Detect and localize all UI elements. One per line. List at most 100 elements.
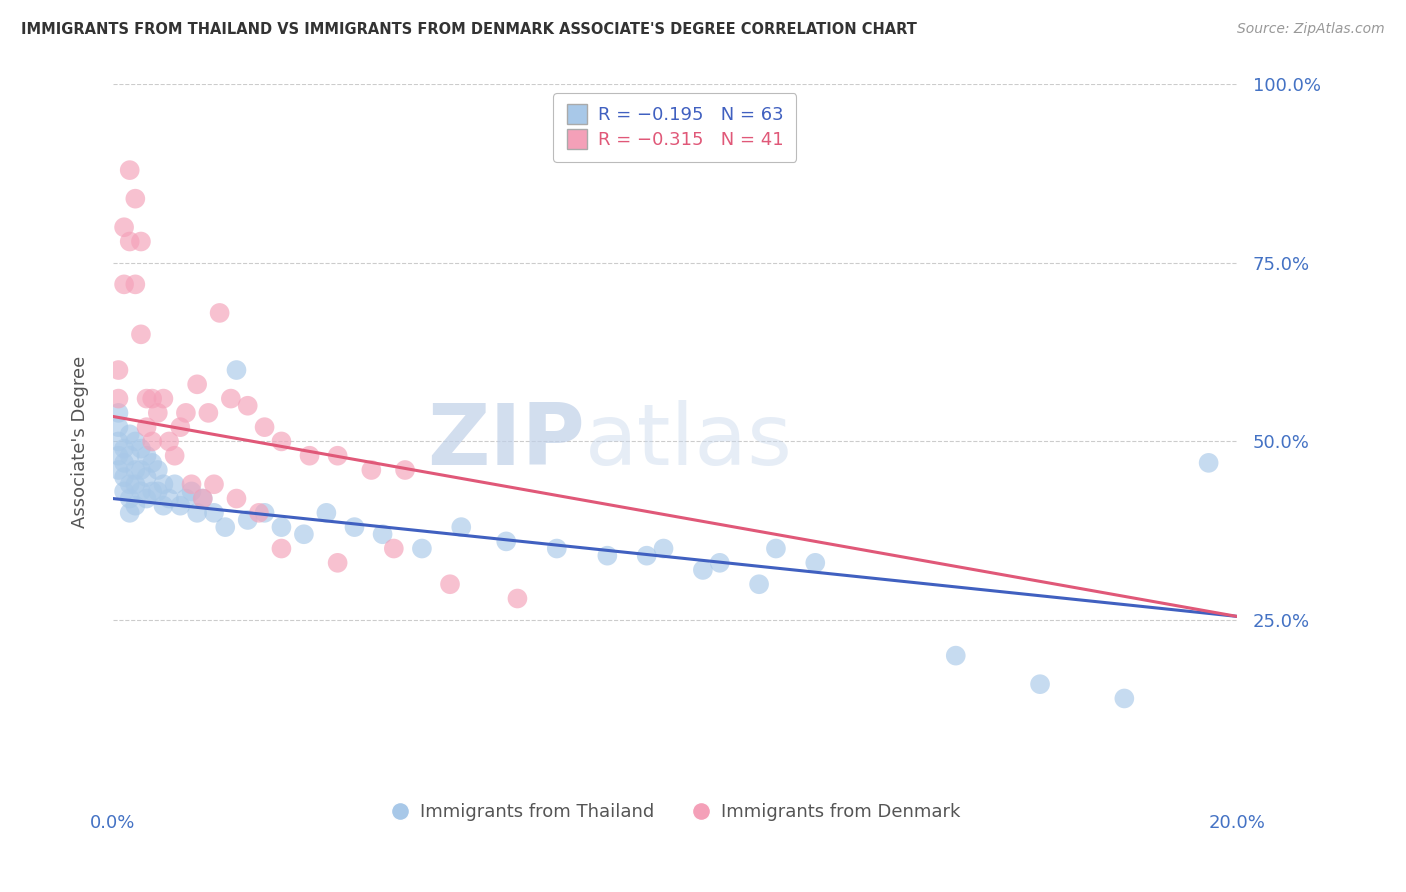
Point	[112, 456, 135, 470]
Legend: Immigrants from Thailand, Immigrants from Denmark: Immigrants from Thailand, Immigrants fro…	[382, 797, 967, 829]
Point	[326, 449, 349, 463]
Point	[945, 648, 967, 663]
Point	[135, 449, 157, 463]
Text: ZIP: ZIP	[427, 400, 585, 483]
Point	[141, 392, 163, 406]
Point	[124, 192, 146, 206]
Point	[107, 449, 129, 463]
Point	[191, 491, 214, 506]
Point	[146, 463, 169, 477]
Point	[129, 442, 152, 456]
Point	[174, 406, 197, 420]
Point	[225, 363, 247, 377]
Point	[450, 520, 472, 534]
Point	[360, 463, 382, 477]
Point	[112, 442, 135, 456]
Point	[765, 541, 787, 556]
Point	[118, 427, 141, 442]
Point	[202, 506, 225, 520]
Point	[382, 541, 405, 556]
Point	[411, 541, 433, 556]
Point	[118, 477, 141, 491]
Point	[236, 513, 259, 527]
Point	[709, 556, 731, 570]
Point	[141, 456, 163, 470]
Point	[270, 520, 292, 534]
Point	[112, 484, 135, 499]
Point	[180, 484, 202, 499]
Point	[112, 470, 135, 484]
Point	[292, 527, 315, 541]
Point	[118, 235, 141, 249]
Point	[107, 463, 129, 477]
Point	[124, 499, 146, 513]
Point	[186, 377, 208, 392]
Point	[394, 463, 416, 477]
Point	[118, 491, 141, 506]
Point	[748, 577, 770, 591]
Point	[804, 556, 827, 570]
Point	[214, 520, 236, 534]
Point	[146, 406, 169, 420]
Point	[112, 277, 135, 292]
Point	[169, 499, 191, 513]
Point	[124, 277, 146, 292]
Point	[141, 484, 163, 499]
Point	[118, 506, 141, 520]
Point	[636, 549, 658, 563]
Point	[1029, 677, 1052, 691]
Point	[247, 506, 270, 520]
Point	[439, 577, 461, 591]
Point	[174, 491, 197, 506]
Point	[124, 434, 146, 449]
Point	[371, 527, 394, 541]
Point	[124, 477, 146, 491]
Text: Source: ZipAtlas.com: Source: ZipAtlas.com	[1237, 22, 1385, 37]
Point	[107, 363, 129, 377]
Point	[169, 420, 191, 434]
Point	[152, 392, 174, 406]
Point	[495, 534, 517, 549]
Point	[326, 556, 349, 570]
Point	[129, 235, 152, 249]
Point	[118, 163, 141, 178]
Point	[236, 399, 259, 413]
Point	[107, 392, 129, 406]
Point	[208, 306, 231, 320]
Point	[202, 477, 225, 491]
Point	[135, 392, 157, 406]
Point	[107, 434, 129, 449]
Point	[343, 520, 366, 534]
Point	[129, 327, 152, 342]
Point	[197, 406, 219, 420]
Point	[129, 463, 152, 477]
Point	[253, 506, 276, 520]
Point	[219, 392, 242, 406]
Point	[157, 434, 180, 449]
Point	[315, 506, 337, 520]
Point	[270, 434, 292, 449]
Point	[107, 420, 129, 434]
Point	[129, 484, 152, 499]
Point	[506, 591, 529, 606]
Point	[107, 406, 129, 420]
Y-axis label: Associate's Degree: Associate's Degree	[72, 355, 89, 527]
Point	[191, 491, 214, 506]
Point	[270, 541, 292, 556]
Point	[135, 420, 157, 434]
Point	[652, 541, 675, 556]
Point	[546, 541, 568, 556]
Point	[152, 499, 174, 513]
Point	[135, 470, 157, 484]
Point	[1198, 456, 1220, 470]
Point	[141, 434, 163, 449]
Point	[163, 477, 186, 491]
Point	[180, 477, 202, 491]
Point	[692, 563, 714, 577]
Point	[112, 220, 135, 235]
Point	[118, 449, 141, 463]
Point	[1114, 691, 1136, 706]
Text: IMMIGRANTS FROM THAILAND VS IMMIGRANTS FROM DENMARK ASSOCIATE'S DEGREE CORRELATI: IMMIGRANTS FROM THAILAND VS IMMIGRANTS F…	[21, 22, 917, 37]
Point	[135, 491, 157, 506]
Point	[253, 420, 276, 434]
